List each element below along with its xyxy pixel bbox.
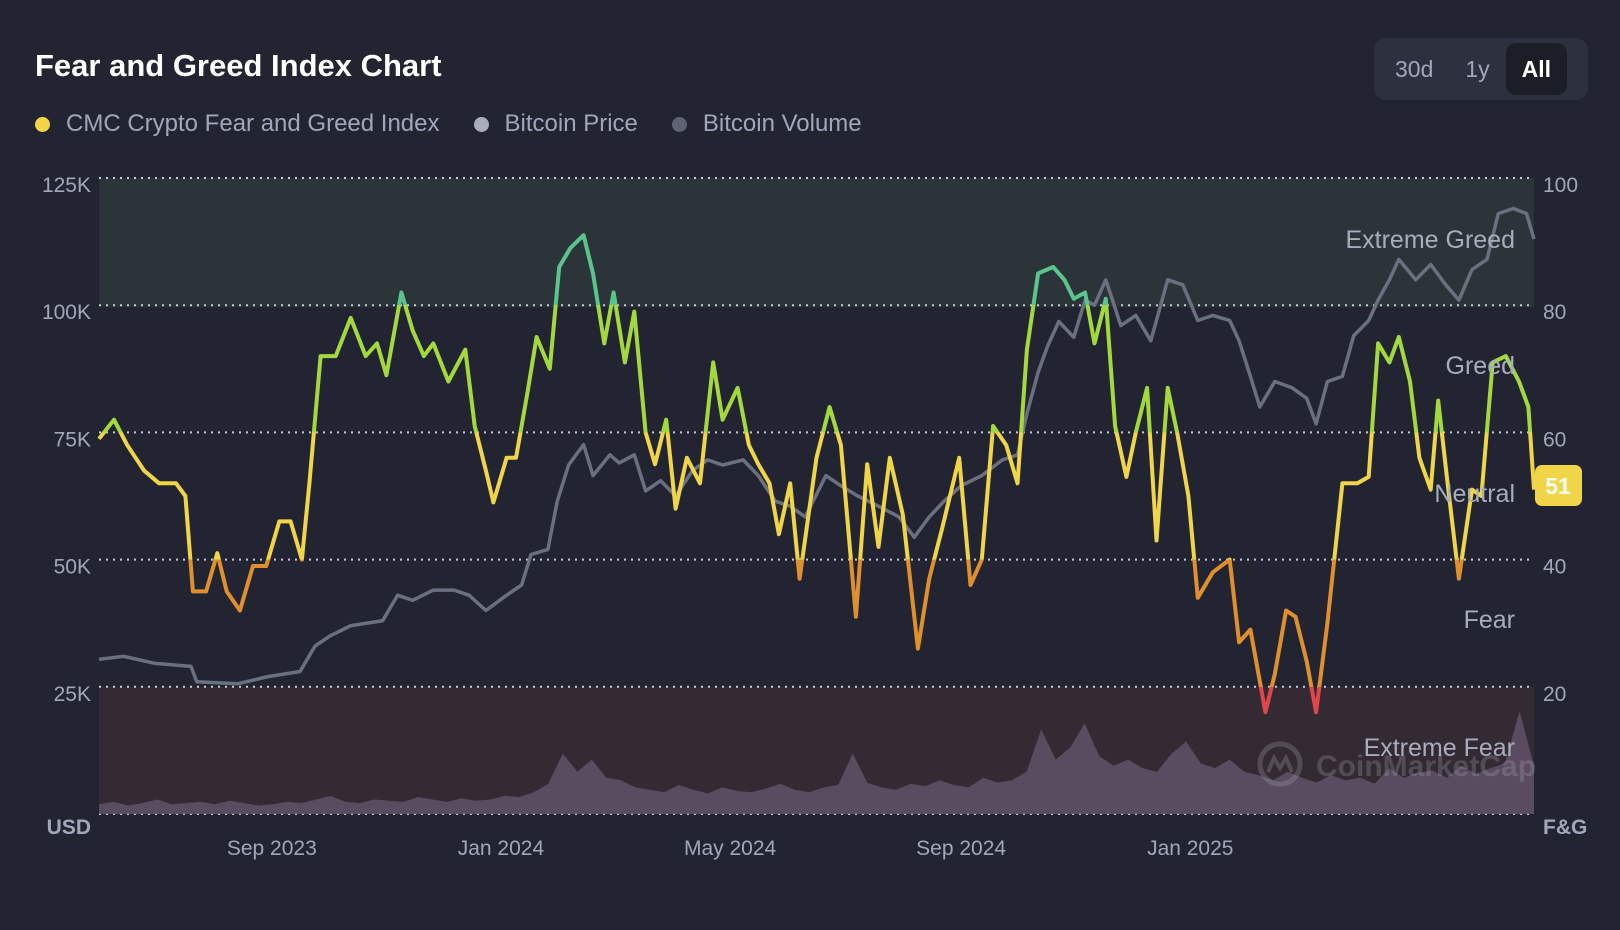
right-axis-tick: 80 xyxy=(1543,301,1566,324)
x-axis-tick: Jan 2025 xyxy=(1147,837,1233,860)
left-axis-unit: USD xyxy=(47,816,91,839)
legend-label: Bitcoin Volume xyxy=(702,110,862,137)
x-axis-tick: Sep 2023 xyxy=(227,837,317,860)
current-value-badge-bg xyxy=(1535,465,1582,506)
legend-item-fear-greed[interactable]: CMC Crypto Fear and Greed Index xyxy=(35,110,440,138)
bitcoin-price-line xyxy=(98,206,1536,686)
left-axis-tick: 125K xyxy=(42,174,91,197)
volume-area xyxy=(99,711,1534,814)
x-axis-tick: Jan 2024 xyxy=(458,837,545,860)
left-axis-tick: 75K xyxy=(54,428,91,451)
zone-label: Extreme Fear xyxy=(1364,734,1515,762)
extreme-greed-zone xyxy=(99,178,1534,307)
zone-label: Fear xyxy=(1464,606,1515,634)
legend-item-bitcoin-price[interactable]: Bitcoin Price xyxy=(473,110,638,138)
zone-label: Neutral xyxy=(1434,480,1515,508)
x-axis-tick: May 2024 xyxy=(684,837,777,860)
fear-greed-line xyxy=(97,233,1536,715)
right-axis-unit: F&G xyxy=(1543,816,1587,839)
page-title: Fear and Greed Index Chart xyxy=(35,48,442,83)
right-axis-tick: 40 xyxy=(1543,556,1566,579)
legend-dot-icon xyxy=(473,116,489,132)
range-1y-button[interactable]: 1y xyxy=(1465,55,1490,82)
left-axis-tick: 100K xyxy=(42,301,91,324)
range-30d-button[interactable]: 30d xyxy=(1395,55,1434,82)
zone-label: Greed xyxy=(1446,352,1515,380)
right-axis-tick: 60 xyxy=(1543,428,1566,451)
left-axis-tick: 25K xyxy=(54,683,91,706)
watermark-text: CoinMarketCap xyxy=(1316,750,1536,783)
left-axis-tick: 50K xyxy=(54,556,91,579)
right-axis-tick: 100 xyxy=(1543,174,1578,197)
x-axis-tick: Sep 2024 xyxy=(916,837,1006,860)
right-axis-tick: 20 xyxy=(1543,683,1566,706)
current-value: 51 xyxy=(1545,473,1571,499)
legend-dot-icon xyxy=(671,116,687,132)
current-value-badge: 51 xyxy=(1535,465,1582,506)
legend-dot-icon xyxy=(35,116,50,132)
zone-label: Extreme Greed xyxy=(1345,226,1515,254)
legend-label: CMC Crypto Fear and Greed Index xyxy=(66,110,440,137)
watermark-logo: CoinMarketCap xyxy=(1257,741,1536,787)
range-all-button[interactable]: All xyxy=(1505,43,1568,95)
legend-item-bitcoin-volume[interactable]: Bitcoin Volume xyxy=(671,110,862,138)
time-range-selector: 30d 1y All xyxy=(1374,38,1588,100)
legend-label: Bitcoin Price xyxy=(504,110,638,137)
chart-legend: CMC Crypto Fear and Greed Index Bitcoin … xyxy=(35,110,862,138)
